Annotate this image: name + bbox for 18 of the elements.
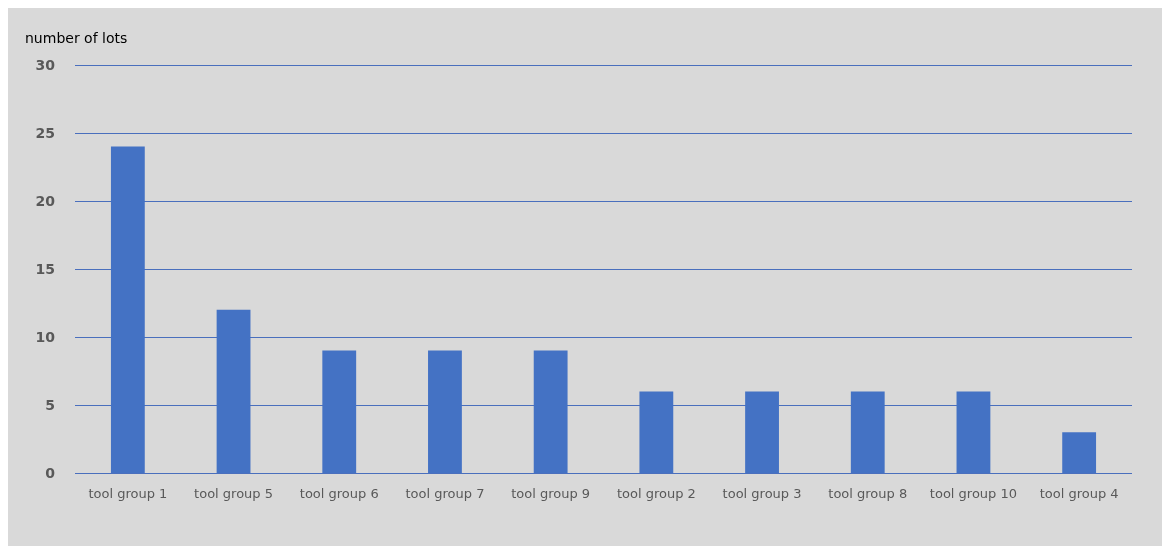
x-tick-label: tool group 3 (722, 486, 802, 501)
x-tick-label: tool group 4 (1039, 486, 1119, 501)
y-tick-label: 0 (45, 465, 56, 481)
x-tick-label: tool group 10 (929, 486, 1018, 501)
y-tick-label: 5 (45, 397, 55, 413)
x-tick-label: tool group 7 (405, 486, 485, 501)
y-tick-label: 30 (35, 57, 56, 73)
x-tick-label: tool group 9 (511, 486, 591, 501)
y-tick-label: 20 (35, 193, 56, 209)
x-tick-label: tool group 5 (194, 486, 274, 501)
x-tick-label: tool group 1 (88, 486, 168, 501)
x-tick-label: tool group 2 (616, 486, 696, 501)
x-tick-label: tool group 8 (828, 486, 908, 501)
y-tick-label: 15 (35, 261, 55, 277)
y-axis-title: number of lots (25, 30, 128, 46)
y-tick-label: 25 (35, 125, 55, 141)
y-tick-label: 10 (35, 329, 56, 345)
x-tick-label: tool group 6 (299, 486, 379, 501)
